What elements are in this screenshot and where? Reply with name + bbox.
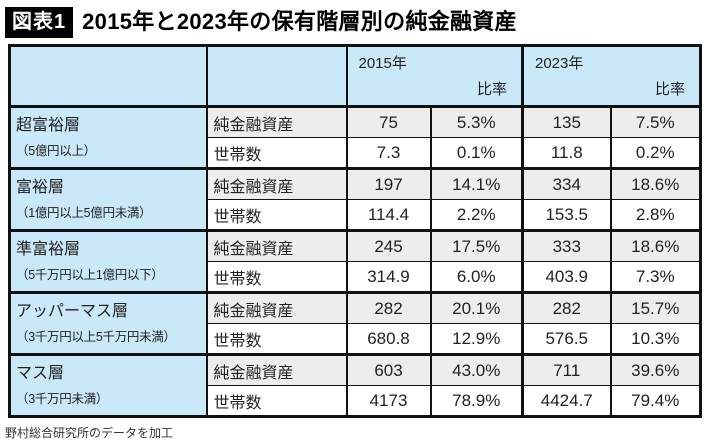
cell-2023-value: 153.5 bbox=[521, 199, 612, 232]
metric-label-households: 世帯数 bbox=[205, 261, 348, 294]
cell-2015-ratio: 20.1% bbox=[429, 291, 524, 324]
cell-2015-value: 114.4 bbox=[345, 199, 432, 232]
figure-titlebar: 図表1 2015年と2023年の保有階層別の純金融資産 bbox=[5, 7, 517, 38]
wealth-tier-table: 2015年 比率 2023年 比率 超富裕層 （5億円以上） bbox=[8, 44, 702, 418]
table-row-assets: マス層 （3千万円未満） 純金融資産 603 43.0% 711 39.6% bbox=[8, 353, 702, 417]
cell-2023-value: 135 bbox=[521, 105, 612, 138]
header-ratio-2023: 比率 bbox=[654, 81, 685, 98]
metric-label-households: 世帯数 bbox=[205, 137, 348, 170]
metric-label-households: 世帯数 bbox=[205, 385, 348, 418]
cell-2015-value: 282 bbox=[345, 291, 432, 324]
cell-2015-ratio: 43.0% bbox=[429, 353, 524, 386]
cell-2023-ratio: 7.5% bbox=[609, 105, 702, 138]
cell-2015-ratio: 14.1% bbox=[429, 167, 524, 200]
cell-2015-value: 197 bbox=[345, 167, 432, 200]
cell-2015-value: 603 bbox=[345, 353, 432, 386]
tier-cell-semi-rich: 準富裕層 （5千万円以上1億円以下） bbox=[8, 229, 208, 293]
cell-2023-ratio: 39.6% bbox=[609, 353, 702, 386]
figure-number-badge: 図表1 bbox=[5, 7, 74, 38]
cell-2023-value: 11.8 bbox=[521, 137, 612, 170]
tier-name: 富裕層 bbox=[16, 179, 65, 196]
header-ratio-2015: 比率 bbox=[476, 81, 507, 98]
cell-2023-value: 576.5 bbox=[521, 323, 612, 356]
cell-2015-ratio: 2.2% bbox=[429, 199, 524, 232]
table-header-row: 2015年 比率 2023年 比率 bbox=[8, 44, 702, 108]
table-row-households: 世帯数 4173 78.9% 4424.7 79.4% bbox=[10, 385, 702, 418]
cell-2015-value: 4173 bbox=[345, 385, 432, 418]
header-group-2023: 2023年 比率 bbox=[521, 44, 702, 108]
metric-label-households: 世帯数 bbox=[205, 199, 348, 232]
data-table-container: 2015年 比率 2023年 比率 超富裕層 （5億円以上） bbox=[8, 44, 702, 418]
tier-range: （3千万円未満） bbox=[16, 392, 109, 406]
header-empty-tier bbox=[8, 44, 208, 108]
cell-2023-ratio: 0.2% bbox=[609, 137, 702, 170]
cell-2015-ratio: 6.0% bbox=[429, 261, 524, 294]
metric-label-households: 世帯数 bbox=[205, 323, 348, 356]
cell-2023-value: 333 bbox=[521, 229, 612, 262]
table-row-assets: 準富裕層 （5千万円以上1億円以下） 純金融資産 245 17.5% 333 1… bbox=[8, 229, 702, 293]
tier-cell-mass: マス層 （3千万円未満） bbox=[8, 353, 208, 417]
cell-2015-ratio: 17.5% bbox=[429, 229, 524, 262]
tier-cell-upper-mass: アッパーマス層 （3千万円以上5千万円未満） bbox=[8, 291, 208, 355]
cell-2015-value: 314.9 bbox=[345, 261, 432, 294]
tier-range: （5千万円以上1億円以下） bbox=[16, 268, 164, 282]
table-row-assets: アッパーマス層 （3千万円以上5千万円未満） 純金融資産 282 20.1% 2… bbox=[8, 291, 702, 355]
cell-2015-ratio: 12.9% bbox=[429, 323, 524, 356]
tier-name: アッパーマス層 bbox=[16, 303, 129, 320]
cell-2023-ratio: 15.7% bbox=[609, 291, 702, 324]
metric-label-assets: 純金融資産 bbox=[205, 291, 348, 324]
cell-2023-value: 403.9 bbox=[521, 261, 612, 294]
table-row-households: 世帯数 114.4 2.2% 153.5 2.8% bbox=[10, 199, 702, 232]
tier-name: 超富裕層 bbox=[16, 117, 81, 134]
cell-2023-value: 334 bbox=[521, 167, 612, 200]
header-year-2023: 2023年 bbox=[535, 55, 584, 72]
tier-name: 準富裕層 bbox=[16, 241, 81, 258]
cell-2015-value: 245 bbox=[345, 229, 432, 262]
cell-2015-ratio: 78.9% bbox=[429, 385, 524, 418]
metric-label-assets: 純金融資産 bbox=[205, 105, 348, 138]
source-note: 野村総合研究所のデータを加工 bbox=[5, 426, 174, 440]
tier-cell-rich: 富裕層 （1億円以上5億円未満） bbox=[8, 167, 208, 231]
tier-range: （3千万円以上5千万円未満） bbox=[16, 330, 176, 344]
header-year-2015: 2015年 bbox=[358, 55, 407, 72]
cell-2015-ratio: 0.1% bbox=[429, 137, 524, 170]
metric-label-assets: 純金融資産 bbox=[205, 353, 348, 386]
cell-2023-ratio: 79.4% bbox=[609, 385, 702, 418]
cell-2023-ratio: 18.6% bbox=[609, 167, 702, 200]
cell-2023-ratio: 7.3% bbox=[609, 261, 702, 294]
header-group-2015: 2015年 比率 bbox=[345, 44, 524, 108]
cell-2015-value: 75 bbox=[345, 105, 432, 138]
table-row-households: 世帯数 680.8 12.9% 576.5 10.3% bbox=[10, 323, 702, 356]
tier-range: （1億円以上5億円未満） bbox=[16, 206, 152, 220]
cell-2023-value: 711 bbox=[521, 353, 612, 386]
cell-2023-ratio: 10.3% bbox=[609, 323, 702, 356]
table-row-assets: 超富裕層 （5億円以上） 純金融資産 75 5.3% 135 7.5% bbox=[8, 105, 702, 169]
metric-label-assets: 純金融資産 bbox=[205, 167, 348, 200]
tier-range: （5億円以上） bbox=[16, 144, 96, 158]
figure-title: 2015年と2023年の保有階層別の純金融資産 bbox=[82, 9, 517, 35]
cell-2023-value: 282 bbox=[521, 291, 612, 324]
cell-2023-value: 4424.7 bbox=[521, 385, 612, 418]
cell-2023-ratio: 18.6% bbox=[609, 229, 702, 262]
table-row-households: 世帯数 314.9 6.0% 403.9 7.3% bbox=[10, 261, 702, 294]
cell-2015-ratio: 5.3% bbox=[429, 105, 524, 138]
tier-cell-super-rich: 超富裕層 （5億円以上） bbox=[8, 105, 208, 169]
tier-name: マス層 bbox=[16, 365, 65, 382]
cell-2015-value: 680.8 bbox=[345, 323, 432, 356]
table-row-assets: 富裕層 （1億円以上5億円未満） 純金融資産 197 14.1% 334 18.… bbox=[8, 167, 702, 231]
header-empty-metric bbox=[205, 44, 348, 108]
cell-2023-ratio: 2.8% bbox=[609, 199, 702, 232]
table-row-households: 世帯数 7.3 0.1% 11.8 0.2% bbox=[10, 137, 702, 170]
cell-2015-value: 7.3 bbox=[345, 137, 432, 170]
metric-label-assets: 純金融資産 bbox=[205, 229, 348, 262]
